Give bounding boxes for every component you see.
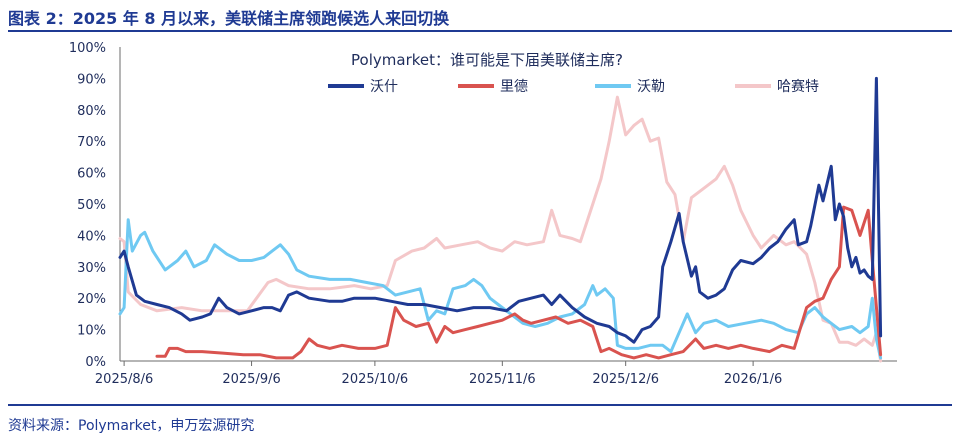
legend-label-hassett: 哈赛特: [777, 79, 819, 95]
source-divider: [8, 404, 952, 406]
x-tick-label: 2025/9/6: [222, 372, 280, 387]
series-line-rieder: [155, 205, 883, 360]
legend-label-rieder: 里德: [500, 79, 528, 95]
line-chart: 0% 10% 20% 30% 40% 50% 60% 70% 80% 90% 100% 2025/8…: [69, 41, 897, 387]
y-tick-label: 50%: [77, 198, 106, 213]
x-axis: 2025/8/6 2025/9/6 2025/10/6 2025/11/6 2025/1…: [95, 360, 897, 387]
x-tick-label: 2025/11/6: [469, 372, 536, 387]
series-line-warsh: [118, 76, 883, 344]
y-tick-label: 20%: [77, 292, 106, 307]
y-tick-label: 80%: [77, 104, 106, 119]
x-tick-label: 2025/8/6: [95, 372, 153, 387]
series-line-waller: [118, 218, 883, 360]
legend-label-warsh: 沃什: [370, 79, 398, 95]
y-tick-label: 10%: [77, 324, 106, 339]
y-tick-label: 100%: [69, 41, 106, 56]
y-tick-label: 60%: [77, 167, 106, 182]
x-tick-label: 2025/10/6: [342, 372, 409, 387]
chart-title: Polymarket：谁可能是下届美联储主席?: [351, 51, 623, 69]
legend: 沃什 里德 沃勒 哈赛特: [328, 79, 819, 95]
legend-label-waller: 沃勒: [637, 79, 665, 95]
x-tick-label: 2025/12/6: [592, 372, 659, 387]
source-note: 资料来源：Polymarket，申万宏源研究: [8, 418, 255, 434]
y-axis: 0% 10% 20% 30% 40% 50% 60% 70% 80% 90% 100%: [69, 41, 121, 370]
title-divider: [8, 30, 952, 32]
y-tick-label: 40%: [77, 229, 106, 244]
y-tick-label: 90%: [77, 72, 106, 87]
series-lines: [118, 76, 883, 363]
x-tick-label: 2026/1/6: [724, 372, 782, 387]
series-line-hassett: [118, 95, 883, 363]
y-tick-label: 70%: [77, 135, 106, 150]
y-tick-label: 0%: [85, 355, 106, 370]
y-tick-label: 30%: [77, 261, 106, 276]
figure-title: 图表 2：2025 年 8 月以来，美联储主席领跑候选人来回切换: [8, 9, 450, 28]
